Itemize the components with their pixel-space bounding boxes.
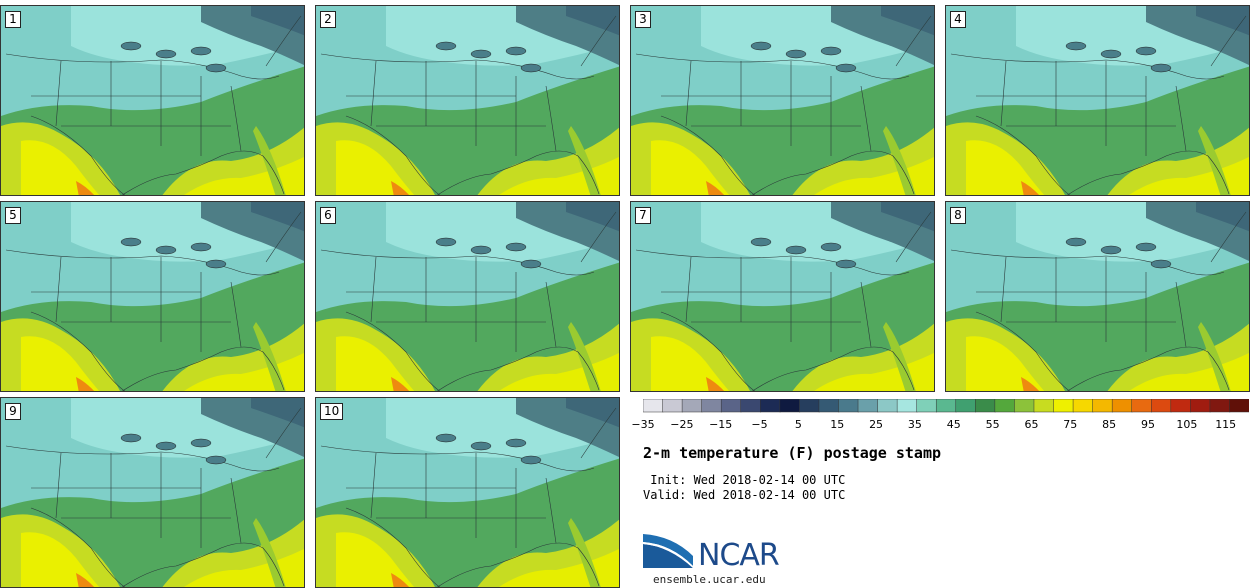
- colorbar-segment: [975, 399, 996, 413]
- chart-title: 2-m temperature (F) postage stamp: [643, 444, 942, 462]
- colorbar-segment: [799, 399, 820, 413]
- colorbar-segment: [1092, 399, 1113, 413]
- member-label: 4: [950, 11, 966, 28]
- colorbar-tick-label: 75: [1063, 418, 1078, 431]
- colorbar-tick-label: 65: [1024, 418, 1039, 431]
- member-label: 7: [635, 207, 651, 224]
- colorbar-tick-label: 95: [1141, 418, 1155, 431]
- ncar-logo-text: NCAR: [698, 538, 780, 573]
- colorbar-tick-label: −25: [670, 418, 694, 431]
- member-label: 10: [320, 403, 344, 420]
- colorbar-segment: [1033, 399, 1055, 413]
- ensemble-member-map: 3: [630, 5, 935, 196]
- ensemble-member-map: 1: [0, 5, 305, 196]
- colorbar-tick-label: 35: [907, 418, 922, 431]
- ensemble-member-map: 8: [945, 201, 1250, 392]
- colorbar-tick-label: 45: [946, 418, 961, 431]
- member-label: 6: [320, 207, 336, 224]
- colorbar-tick-label: 25: [869, 418, 884, 431]
- colorbar-tick-label: 85: [1102, 418, 1117, 431]
- ensemble-member-map: 9: [0, 397, 305, 588]
- colorbar-segment: [1151, 399, 1172, 413]
- colorbar-tick-label: 55: [985, 418, 1000, 431]
- colorbar-segment: [1209, 399, 1231, 413]
- colorbar-segment: [701, 399, 722, 413]
- valid-time: Valid: Wed 2018-02-14 00 UTC: [643, 488, 846, 502]
- colorbar-segment: [877, 399, 898, 413]
- ensemble-member-map: 10: [315, 397, 620, 588]
- colorbar-segment: [779, 399, 801, 413]
- colorbar-segment: [818, 399, 840, 413]
- ensemble-member-map: 5: [0, 201, 305, 392]
- colorbar-segment: [994, 399, 1016, 413]
- colorbar-segment: [838, 399, 859, 413]
- member-label: 3: [635, 11, 651, 28]
- colorbar-tick-label: −15: [709, 418, 733, 431]
- colorbar-tick-label: −5: [751, 418, 768, 431]
- colorbar-segment: [720, 399, 742, 413]
- colorbar-segment: [916, 399, 937, 413]
- colorbar-segment: [662, 399, 683, 413]
- site-url: ensemble.ucar.edu: [653, 573, 766, 586]
- ensemble-member-map: 2: [315, 5, 620, 196]
- colorbar-segment: [935, 399, 957, 413]
- ensemble-member-map: 4: [945, 5, 1250, 196]
- colorbar-segment: [1190, 399, 1211, 413]
- temperature-colorbar: [643, 399, 1249, 413]
- colorbar-segment: [1053, 399, 1074, 413]
- member-label: 2: [320, 11, 336, 28]
- colorbar-segment: [740, 399, 762, 413]
- ensemble-member-map: 6: [315, 201, 620, 392]
- colorbar-segment: [955, 399, 977, 413]
- colorbar-segment: [1170, 399, 1192, 413]
- member-label: 1: [5, 11, 21, 28]
- colorbar-ticks: −35 −25 −15 −5 5 15 25 35 45 55 65 75 85 95 105 115: [631, 418, 1260, 432]
- member-label: 5: [5, 207, 21, 224]
- member-label: 8: [950, 207, 966, 224]
- colorbar-tick-label: 5: [794, 418, 802, 431]
- colorbar-segment: [760, 399, 781, 413]
- colorbar-segment: [1229, 399, 1249, 413]
- colorbar-segment: [643, 399, 664, 413]
- member-label: 9: [5, 403, 21, 420]
- init-time: Init: Wed 2018-02-14 00 UTC: [643, 473, 846, 487]
- colorbar-tick-label: 105: [1176, 418, 1198, 431]
- colorbar-tick-label: −35: [631, 418, 655, 431]
- ncar-logo-icon: [643, 534, 693, 568]
- ensemble-member-map: 7: [630, 201, 935, 392]
- colorbar-segment: [1111, 399, 1133, 413]
- colorbar-segment: [857, 399, 879, 413]
- colorbar-segment: [1072, 399, 1094, 413]
- colorbar-segment: [1014, 399, 1035, 413]
- colorbar-segment: [681, 399, 703, 413]
- colorbar-segment: [1131, 399, 1153, 413]
- colorbar-tick-label: 15: [830, 418, 845, 431]
- colorbar-tick-label: 115: [1215, 418, 1237, 431]
- colorbar-segment: [896, 399, 918, 413]
